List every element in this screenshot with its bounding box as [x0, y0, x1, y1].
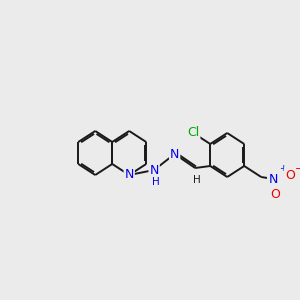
Text: O: O — [271, 188, 281, 202]
Text: N: N — [170, 148, 179, 160]
Text: H: H — [152, 177, 160, 187]
Text: N: N — [149, 164, 159, 176]
Text: +: + — [279, 164, 286, 172]
Text: O: O — [285, 169, 295, 182]
Text: N: N — [124, 169, 134, 182]
Text: H: H — [193, 175, 201, 185]
Text: N: N — [269, 172, 278, 185]
Text: Cl: Cl — [187, 127, 200, 140]
Text: −: − — [295, 164, 300, 174]
